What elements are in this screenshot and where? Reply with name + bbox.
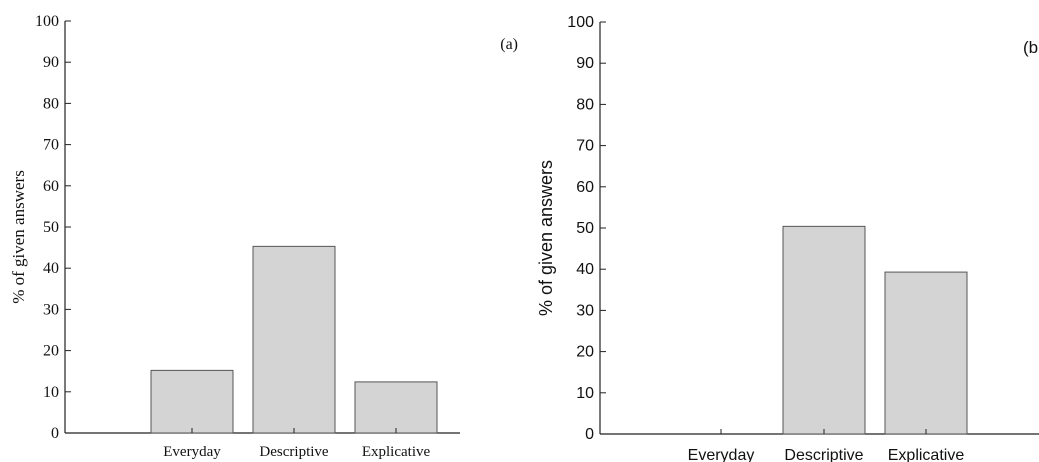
y-tick-label: 10 (43, 384, 59, 401)
y-tick-label: 20 (43, 343, 59, 360)
y-tick-label: 80 (43, 95, 59, 112)
panel-label: (b (1023, 38, 1038, 57)
y-tick-label: 60 (43, 178, 59, 195)
y-tick-label: 90 (43, 54, 59, 71)
y-tick-label: 80 (576, 96, 594, 113)
y-tick-label: 70 (43, 137, 59, 154)
x-tick-label-descriptive: Descriptive (784, 447, 863, 462)
y-tick-label: 70 (576, 138, 594, 155)
y-tick-label: 100 (35, 13, 59, 30)
chart-panel-a: 0 10 20 30 40 50 60 70 80 90 100 Everyday Descriptiv… (9, 13, 518, 460)
x-tick-label-everyday: Everyday (688, 447, 755, 462)
y-tick-label: 0 (585, 426, 594, 443)
y-tick-label: 30 (43, 301, 59, 318)
bar-explicative (354, 381, 438, 434)
y-tick-label: 40 (576, 261, 594, 278)
x-tick-label-explicative: Explicative (888, 447, 965, 462)
y-tick-label: 40 (43, 260, 59, 277)
chart-panel-b: 0 10 20 30 40 50 60 70 80 90 100 Everyday Descriptiv… (536, 14, 1039, 462)
y-tick-label: 50 (43, 219, 59, 236)
y-tick-label: 100 (567, 14, 594, 31)
bar-descriptive (252, 245, 336, 434)
y-tick-label: 30 (576, 302, 594, 319)
y-tick-label: 50 (576, 220, 594, 237)
y-axis-label: % of given answers (536, 160, 556, 316)
y-tick-label: 20 (576, 344, 594, 361)
x-tick-label-descriptive: Descriptive (259, 444, 328, 460)
x-tick-label-everyday: Everyday (163, 444, 221, 460)
y-tick-label: 90 (576, 55, 594, 72)
bar-everyday (150, 369, 234, 434)
bar-explicative (884, 271, 968, 435)
x-tick-label-explicative: Explicative (362, 444, 431, 460)
y-tick-label: 0 (51, 425, 59, 442)
bar-descriptive (782, 225, 866, 435)
y-tick-label: 60 (576, 179, 594, 196)
panel-label: (a) (500, 36, 518, 53)
y-axis-label: % of given answers (9, 170, 28, 304)
y-tick-label: 10 (576, 385, 594, 402)
